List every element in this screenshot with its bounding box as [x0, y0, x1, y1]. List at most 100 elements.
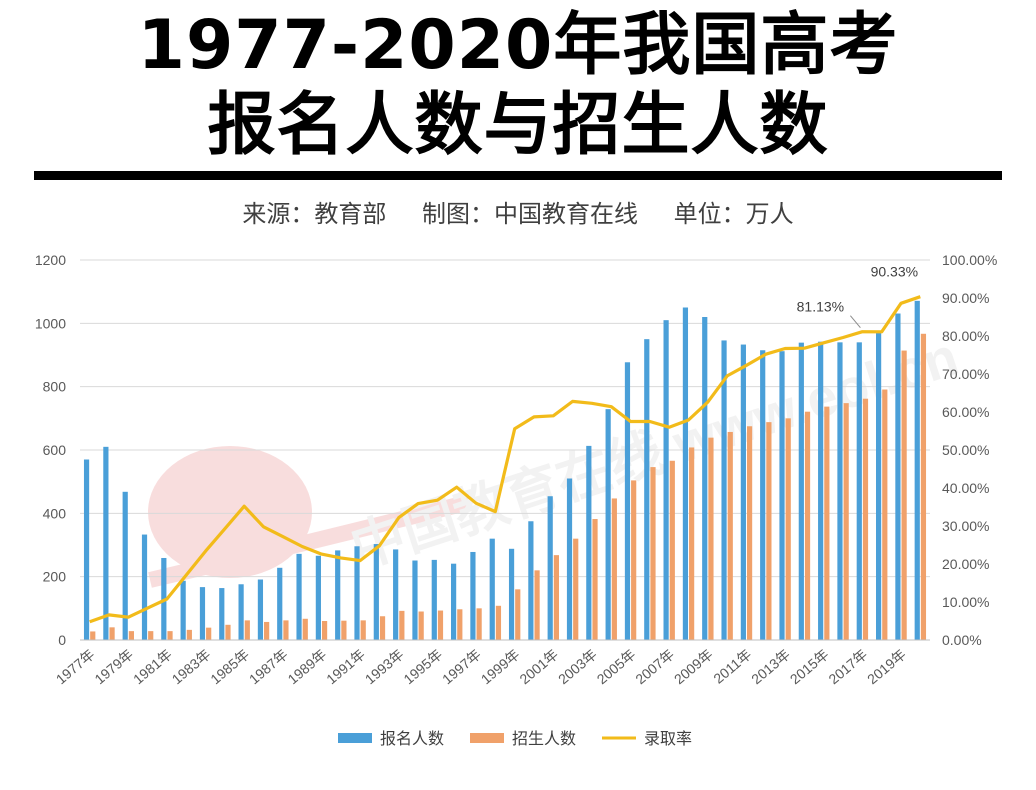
- bar-baoming: [818, 341, 824, 640]
- legend-label: 报名人数: [380, 730, 444, 748]
- bar-baoming: [315, 555, 321, 640]
- bar-zhaosheng: [553, 555, 559, 640]
- bar-baoming: [914, 300, 920, 640]
- bar-baoming: [528, 521, 534, 640]
- bar-baoming: [740, 344, 746, 640]
- bar-zhaosheng: [244, 620, 250, 640]
- y-left-tick-label: 400: [43, 505, 67, 521]
- bar-baoming: [837, 342, 843, 640]
- x-tick-label: 1979年: [91, 646, 136, 687]
- maker-label: 制图：中国教育在线: [422, 200, 638, 228]
- x-tick-label: 1985年: [207, 646, 252, 687]
- bar-baoming: [586, 445, 592, 640]
- bar-zhaosheng: [592, 519, 598, 640]
- x-tick-label: 1997年: [439, 646, 484, 687]
- watermark-logo-shape: [148, 446, 312, 578]
- bar-baoming: [451, 563, 457, 640]
- bar-baoming: [180, 580, 186, 640]
- x-tick-label: 2019年: [864, 646, 909, 687]
- bar-baoming: [547, 496, 553, 640]
- bar-zhaosheng: [225, 624, 231, 640]
- legend-swatch: [338, 733, 372, 743]
- bar-zhaosheng: [418, 611, 424, 640]
- bar-baoming: [508, 548, 515, 640]
- legend-label: 招生人数: [512, 730, 576, 748]
- bar-zhaosheng: [785, 418, 791, 640]
- bar-zhaosheng: [264, 621, 270, 640]
- source-label: 来源：教育部: [242, 200, 387, 228]
- x-tick-label: 1983年: [169, 646, 214, 687]
- y-right-tick-label: 70.00%: [942, 366, 989, 382]
- title-divider: [34, 171, 1002, 180]
- bar-baoming: [663, 320, 669, 640]
- y-left-tick-label: 0: [58, 632, 66, 648]
- line-luqulv: [89, 295, 921, 624]
- bar-zhaosheng: [148, 631, 154, 640]
- y-right-tick-label: 100.00%: [942, 252, 997, 268]
- y-right-tick-label: 60.00%: [942, 404, 989, 420]
- y-left-tick-label: 600: [43, 442, 67, 458]
- bar-baoming: [682, 307, 689, 640]
- title-line-1: 1977-2020年我国高考: [137, 6, 899, 85]
- bar-zhaosheng: [746, 426, 753, 640]
- x-tick-label: 1995年: [400, 646, 445, 687]
- bar-zhaosheng: [708, 437, 714, 640]
- x-tick-label: 1977年: [53, 646, 98, 687]
- bar-zhaosheng: [650, 467, 656, 640]
- bar-baoming: [798, 342, 804, 640]
- y-right-tick-label: 90.00%: [942, 290, 989, 306]
- x-tick-label: 1991年: [323, 646, 368, 687]
- bar-zhaosheng: [920, 333, 927, 640]
- bar-baoming: [721, 340, 727, 640]
- bar-baoming: [393, 549, 399, 640]
- y-left-tick-label: 200: [43, 569, 67, 585]
- y-right-tick-label: 10.00%: [942, 594, 989, 610]
- bar-baoming: [141, 534, 148, 640]
- bar-zhaosheng: [437, 610, 444, 640]
- bar-baoming: [277, 567, 283, 640]
- bar-baoming: [605, 409, 611, 640]
- y-right-tick-label: 20.00%: [942, 556, 989, 572]
- bar-baoming: [219, 588, 225, 640]
- bar-zhaosheng: [302, 618, 308, 640]
- legend-swatch: [470, 733, 504, 743]
- bar-baoming: [895, 313, 901, 640]
- x-tick-label: 2009年: [671, 646, 716, 687]
- watermark-swoosh: [148, 494, 472, 588]
- y-left-tick-label: 1200: [35, 252, 66, 268]
- bar-zhaosheng: [766, 422, 772, 640]
- legend-label: 录取率: [644, 730, 692, 748]
- bar-baoming: [354, 546, 360, 640]
- bar-baoming: [624, 362, 631, 640]
- bar-zhaosheng: [167, 631, 173, 640]
- bar-baoming: [335, 550, 341, 640]
- y-right-tick-label: 40.00%: [942, 480, 989, 496]
- bar-zhaosheng: [360, 620, 366, 640]
- bar-zhaosheng: [128, 631, 134, 640]
- bar-baoming: [470, 551, 476, 640]
- bar-baoming: [103, 446, 109, 640]
- bar-zhaosheng: [689, 447, 695, 640]
- annotation-leader: [850, 315, 861, 329]
- bar-zhaosheng: [573, 538, 579, 640]
- annotation-label: 81.13%: [797, 299, 844, 315]
- bar-baoming: [779, 351, 785, 640]
- bar-zhaosheng: [341, 620, 347, 640]
- bar-baoming: [122, 491, 128, 640]
- bar-zhaosheng: [882, 389, 888, 640]
- bar-baoming: [296, 553, 302, 640]
- x-tick-label: 2001年: [516, 646, 561, 687]
- unit-label: 单位：万人: [673, 200, 794, 228]
- x-tick-label: 1989年: [285, 646, 330, 687]
- bar-baoming: [431, 559, 437, 640]
- bar-baoming: [760, 350, 766, 640]
- bar-zhaosheng: [669, 460, 675, 640]
- combo-chart: 中国教育在线 www.eol.cn 81.13% 90.33% 0 200 400 60…: [35, 252, 997, 748]
- bar-baoming: [489, 538, 495, 640]
- bar-zhaosheng: [727, 431, 733, 640]
- watermark: 中国教育在线 www.eol.cn: [148, 326, 965, 588]
- x-tick-label: 1987年: [246, 646, 291, 687]
- bar-zhaosheng: [824, 406, 830, 640]
- x-tick-label: 1999年: [478, 646, 523, 687]
- bar-zhaosheng: [631, 480, 637, 640]
